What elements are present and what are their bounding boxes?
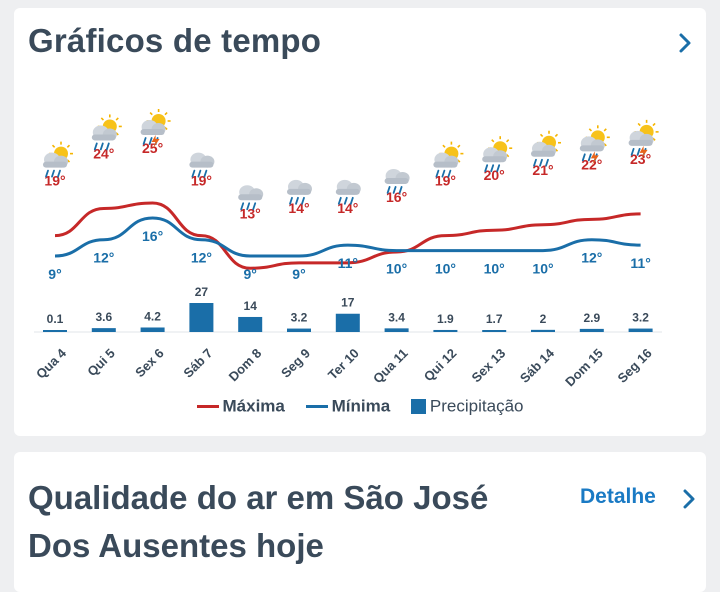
precip-label: 2.9 xyxy=(583,311,600,325)
x-axis-label: Sex 6 xyxy=(132,346,167,381)
precip-label: 3.2 xyxy=(291,311,308,325)
precip-label: 1.9 xyxy=(437,312,454,326)
sun-cloud-rain-icon xyxy=(91,114,122,151)
precip-label: 17 xyxy=(341,296,355,310)
weather-chart: 0.1 3.6 4.2 27 14 3.2 17 3.4 1.9 1.7 2 2.9 3.2 19° 24°… xyxy=(33,109,662,390)
sun-cloud-rain-icon xyxy=(43,141,73,178)
x-axis-label: Dom 15 xyxy=(562,346,606,390)
x-axis-label: Seg 9 xyxy=(278,346,313,381)
min-temp-label: 9° xyxy=(48,266,61,282)
detail-link[interactable]: Detalhe xyxy=(580,485,656,508)
cloud-rain-icon xyxy=(189,152,215,178)
cloud-rain-icon xyxy=(287,179,312,205)
min-temp-label: 10° xyxy=(435,261,456,277)
min-temp-label: 10° xyxy=(532,261,553,277)
precip-bar xyxy=(628,328,653,332)
precip-bar xyxy=(140,327,165,332)
chevron-right-icon[interactable] xyxy=(678,488,700,510)
chevron-right-icon[interactable] xyxy=(674,32,696,54)
max-temp-label: 19° xyxy=(435,173,456,189)
x-axis-label: Sáb 7 xyxy=(180,346,215,381)
cloud-rain-icon xyxy=(335,179,361,205)
precip-bar xyxy=(433,329,458,332)
air-quality-title: Qualidade do ar em São José Dos Ausentes… xyxy=(28,479,489,564)
max-temp-label: 22° xyxy=(581,156,602,172)
cloud-rain-icon xyxy=(238,185,264,211)
precip-bar xyxy=(189,303,214,332)
precip-bar xyxy=(91,328,116,332)
precip-bar xyxy=(531,329,555,332)
max-temp-label: 23° xyxy=(630,151,651,167)
x-axis-label: Qua 11 xyxy=(370,346,411,387)
precip-bar xyxy=(43,330,67,332)
precip-label: 3.6 xyxy=(95,310,112,324)
x-axis-label: Dom 8 xyxy=(226,346,265,385)
precip-label: 27 xyxy=(195,285,209,299)
precip-label: 4.2 xyxy=(144,309,161,323)
precip-bar xyxy=(335,313,360,332)
precip-label: 3.2 xyxy=(632,311,649,325)
precip-label: 2 xyxy=(540,312,547,326)
max-temp-label: 16° xyxy=(386,189,407,205)
max-temp-label: 21° xyxy=(532,162,553,178)
max-temp-label: 24° xyxy=(93,145,114,161)
precip-bar xyxy=(287,328,311,332)
precip-bar xyxy=(579,328,604,332)
sun-cloud-rain-icon xyxy=(531,130,561,167)
x-axis-label: Qui 5 xyxy=(84,346,118,380)
precip-bar xyxy=(238,316,263,332)
max-temp-label: 25° xyxy=(142,140,163,156)
min-temp-label: 10° xyxy=(484,261,505,277)
legend-item-min: Mínima xyxy=(305,396,390,417)
max-temp-label: 14° xyxy=(288,200,309,216)
max-temp-label: 20° xyxy=(484,167,505,183)
chart-legend: Máxima Mínima Precipitação xyxy=(14,396,706,417)
precip-label: 14 xyxy=(244,299,258,313)
min-temp-label: 12° xyxy=(93,250,114,266)
sun-cloud-storm-icon xyxy=(579,125,610,166)
min-temp-label: 12° xyxy=(191,250,212,266)
precip-bar xyxy=(482,330,507,332)
x-axis-label: Seg 16 xyxy=(614,346,654,386)
cloud-rain-icon xyxy=(384,168,410,194)
precip-label: 3.4 xyxy=(388,310,405,324)
precip-label: 0.1 xyxy=(47,312,64,326)
min-temp-label: 12° xyxy=(581,250,602,266)
max-temp-label: 19° xyxy=(44,173,65,189)
weather-chart-card: Gráficos de tempo 0.1 3.6 4.2 27 14 3.2 17 3.4 1… xyxy=(14,8,706,436)
min-temp-label: 10° xyxy=(386,261,407,277)
min-temp-label: 16° xyxy=(142,228,163,244)
min-temp-label: 11° xyxy=(338,255,358,271)
min-temp-line xyxy=(54,216,641,258)
sun-cloud-rain-icon xyxy=(482,136,513,173)
x-axis-label: Sáb 14 xyxy=(517,345,558,386)
min-temp-label: 11° xyxy=(630,255,650,271)
precip-bar xyxy=(384,328,409,332)
sun-cloud-storm-icon xyxy=(140,109,171,149)
x-axis-label: Qui 12 xyxy=(421,346,460,385)
max-temp-line xyxy=(54,201,641,270)
legend-item-max: Máxima xyxy=(196,396,285,417)
max-temp-label: 19° xyxy=(191,173,212,189)
min-temp-label: 9° xyxy=(244,266,257,282)
max-temp-label: 13° xyxy=(240,205,261,221)
sun-cloud-rain-icon xyxy=(433,141,464,178)
x-axis-label: Ter 10 xyxy=(325,346,362,383)
sun-cloud-storm-icon xyxy=(628,119,659,160)
min-temp-label: 9° xyxy=(292,266,305,282)
air-quality-card: Qualidade do ar em São José Dos Ausentes… xyxy=(14,452,706,592)
legend-item-precip: Precipitação xyxy=(410,396,523,417)
max-temp-label: 14° xyxy=(337,200,358,216)
weather-chart-title: Gráficos de tempo xyxy=(28,22,322,59)
x-axis-label: Sex 13 xyxy=(469,346,509,386)
x-axis-label: Qua 4 xyxy=(33,345,70,382)
precip-label: 1.7 xyxy=(486,312,503,326)
